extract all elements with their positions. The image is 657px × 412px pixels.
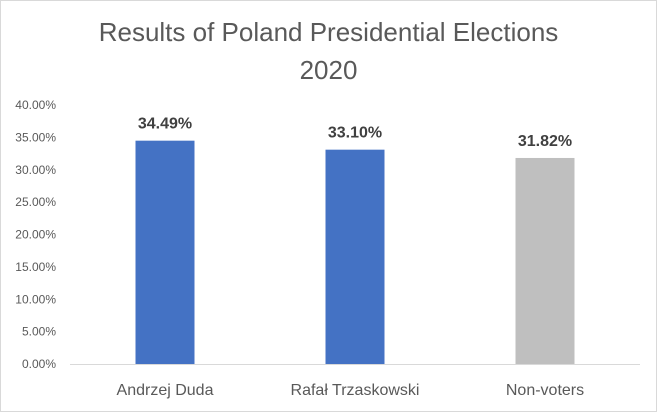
y-tick-label: 20.00% bbox=[15, 228, 56, 242]
data-labels-group: 34.49% 33.10% 31.82% bbox=[138, 116, 572, 150]
y-tick-label: 15.00% bbox=[15, 260, 56, 274]
y-tick-label: 25.00% bbox=[15, 195, 56, 209]
y-axis: 0.00% 5.00% 10.00% 15.00% 20.00% 25.00% 30.00%… bbox=[15, 98, 56, 371]
y-tick-label: 35.00% bbox=[15, 130, 56, 144]
y-tick-label: 40.00% bbox=[15, 98, 56, 112]
data-label-2: 33.10% bbox=[328, 125, 382, 142]
chart-title-line-2: 2020 bbox=[299, 55, 358, 85]
bar-3 bbox=[515, 157, 575, 364]
y-tick-label: 30.00% bbox=[15, 163, 56, 177]
x-category-label-3: Non-voters bbox=[506, 382, 584, 399]
data-label-3: 31.82% bbox=[518, 133, 572, 150]
bars-group bbox=[135, 140, 575, 364]
y-tick-label: 10.00% bbox=[15, 292, 56, 306]
y-tick-label: 0.00% bbox=[22, 357, 56, 371]
data-label-1: 34.49% bbox=[138, 116, 192, 133]
x-category-label-1: Andrzej Duda bbox=[117, 382, 214, 399]
x-axis: Andrzej Duda Rafał Trzaskowski Non-voters bbox=[70, 364, 640, 399]
x-category-label-2: Rafał Trzaskowski bbox=[291, 382, 420, 399]
y-tick-label: 5.00% bbox=[22, 325, 56, 339]
chart-title-line-1: Results of Poland Presidential Elections bbox=[98, 17, 559, 47]
bar-1 bbox=[135, 140, 195, 364]
bar-2 bbox=[325, 149, 385, 364]
